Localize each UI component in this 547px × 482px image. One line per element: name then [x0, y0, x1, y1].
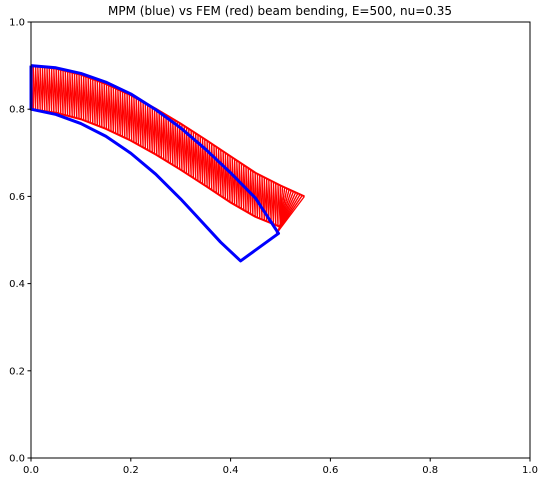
y-tick-label: 0.6 [9, 192, 25, 203]
x-tick-label: 1.0 [522, 465, 538, 476]
fem-mesh [30, 64, 305, 234]
mpm-boundary [29, 64, 281, 263]
y-tick-label: 0.8 [9, 105, 25, 116]
y-tick-label: 0.4 [9, 279, 25, 290]
x-axis: 0.0 0.2 0.4 0.6 0.8 1.0 [23, 458, 538, 476]
x-tick-label: 0.0 [23, 465, 39, 476]
y-tick-label: 1.0 [9, 18, 25, 29]
x-tick-label: 0.4 [223, 465, 239, 476]
x-tick-label: 0.6 [322, 465, 338, 476]
plot-frame [30, 21, 531, 459]
x-tick-label: 0.2 [123, 465, 139, 476]
x-tick-label: 0.8 [422, 465, 438, 476]
data-layer [29, 64, 305, 263]
y-tick-label: 0.2 [9, 366, 25, 377]
fem-bottom-edge [30, 108, 282, 234]
y-axis: 0.0 0.2 0.4 0.6 0.8 1.0 [9, 18, 31, 465]
chart-title: MPM (blue) vs FEM (red) beam bending, E=… [108, 4, 452, 18]
y-tick-label: 0.0 [9, 454, 25, 465]
